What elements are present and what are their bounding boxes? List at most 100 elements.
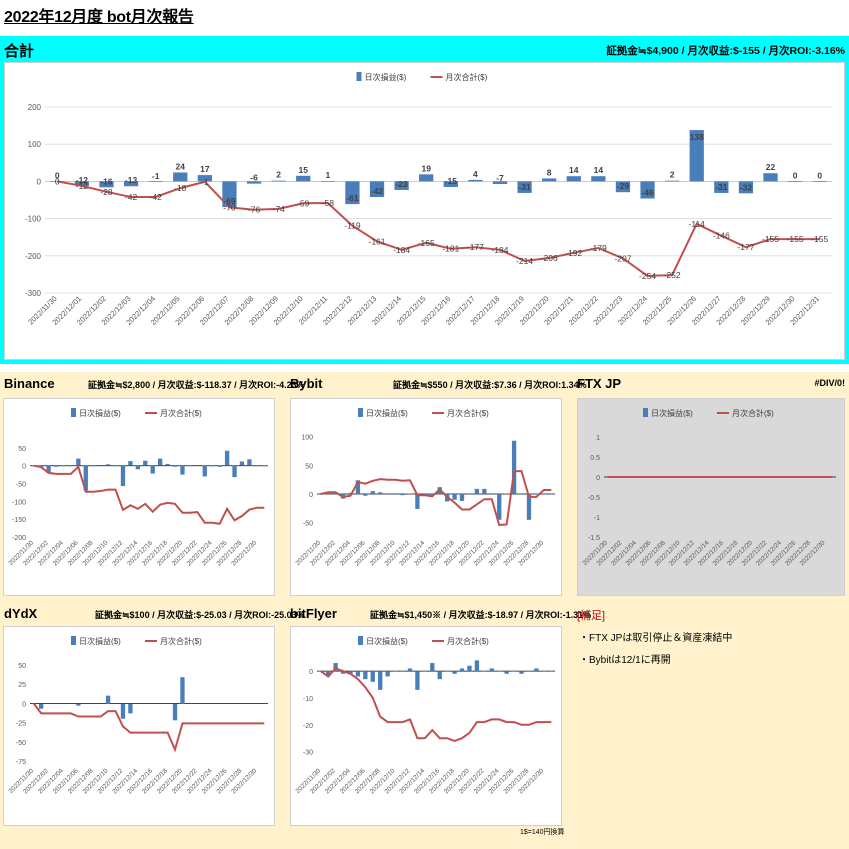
- daily-bar: [738, 181, 754, 194]
- daily-bar: [187, 703, 193, 704]
- daily-bar: [415, 494, 420, 509]
- cumulative-data-label: -155: [762, 234, 779, 244]
- daily-bar: [165, 703, 170, 704]
- daily-data-label: 2: [670, 170, 675, 180]
- daily-bar: [165, 463, 170, 466]
- daily-data-label: -15: [445, 176, 458, 186]
- bybit-label: Bybit: [290, 376, 323, 391]
- daily-bar: [400, 671, 405, 672]
- daily-bar: [172, 703, 178, 721]
- bitflyer-chart: 日次損益($) 月次合計($)-30-20-1002022/11/302022/1…: [295, 636, 555, 795]
- bottom-area: Binance 証拠金≒$2,800 / 月次収益:$-118.37 / 月次R…: [0, 372, 849, 849]
- daily-bar: [68, 703, 74, 704]
- daily-bar: [318, 494, 323, 495]
- daily-bar: [105, 695, 111, 704]
- daily-bar: [180, 465, 185, 475]
- daily-bar: [534, 668, 539, 672]
- y-tick-label: 50: [18, 446, 26, 453]
- daily-bar: [61, 465, 66, 467]
- daily-bar: [542, 178, 557, 182]
- legend-cumulative-label: 月次合計($): [447, 408, 489, 418]
- legend-daily-label: 日次損益($): [651, 408, 693, 418]
- y-tick-label: -1.5: [588, 535, 600, 542]
- daily-bar: [38, 703, 44, 709]
- daily-bar: [489, 668, 494, 672]
- legend-daily-label: 日次損益($): [79, 408, 121, 418]
- daily-bar: [128, 703, 133, 714]
- cumulative-data-label: -119: [344, 221, 361, 231]
- daily-data-label: 17: [200, 164, 210, 174]
- y-tick-label: -75: [16, 759, 26, 766]
- daily-bar: [348, 492, 353, 495]
- y-tick-label: 200: [28, 103, 42, 112]
- cumulative-data-label: -74: [272, 204, 285, 214]
- daily-bar: [210, 465, 215, 467]
- daily-bar: [224, 450, 230, 466]
- daily-bar: [195, 465, 200, 466]
- daily-bar: [157, 703, 163, 704]
- dydx-label: dYdX: [4, 606, 38, 621]
- daily-bar: [394, 181, 409, 190]
- daily-data-label: -12: [76, 175, 89, 185]
- daily-bar: [541, 671, 547, 672]
- daily-bar: [392, 671, 398, 672]
- legend-daily-label: 日次損益($): [365, 72, 407, 82]
- daily-bar: [474, 488, 480, 495]
- cumulative-data-label: -207: [614, 253, 631, 263]
- cumulative-data-label: -177: [467, 242, 484, 252]
- y-tick-label: -30: [303, 750, 313, 757]
- daily-bar: [787, 181, 803, 182]
- y-tick-label: 0.5: [590, 455, 600, 462]
- daily-bar: [105, 464, 111, 466]
- daily-bar: [345, 181, 360, 205]
- daily-bar: [53, 703, 59, 704]
- daily-bar: [148, 181, 163, 182]
- daily-bar: [210, 703, 215, 704]
- daily-bar: [83, 703, 88, 704]
- daily-bar: [392, 494, 398, 495]
- y-tick-label: -0.5: [588, 495, 600, 502]
- daily-bar: [202, 465, 207, 477]
- daily-data-label: 15: [299, 165, 309, 175]
- daily-bar: [128, 461, 133, 466]
- cumulative-data-label: -161: [369, 236, 386, 246]
- daily-bar: [497, 671, 502, 672]
- daily-data-label: -1: [152, 171, 160, 181]
- cumulative-line: [320, 667, 552, 742]
- cumulative-data-label: -42: [125, 192, 138, 202]
- total-panel: 合計 証拠金≒$4,900 / 月次収益:$-155 / 月次ROI:-3.16…: [0, 36, 849, 364]
- cumulative-data-label: -18: [174, 183, 187, 193]
- daily-bar: [385, 494, 390, 495]
- daily-bar: [534, 494, 539, 495]
- cumulative-data-label: -1: [201, 177, 209, 187]
- daily-bar: [355, 671, 361, 677]
- daily-bar: [76, 703, 81, 706]
- bybit-chart: 日次損益($) 月次合計($)-500501002022/11/302022/12…: [295, 408, 555, 567]
- daily-bar: [415, 671, 420, 690]
- y-tick-label: -100: [25, 215, 42, 224]
- total-chart-frame: 日次損益($) 月次合計($) -300 -200 -100 0 100 200 0 -12 -16…: [4, 62, 845, 360]
- daily-data-label: 24: [176, 161, 186, 171]
- daily-bar: [325, 671, 331, 677]
- legend-daily-swatch: [358, 408, 363, 417]
- bybit-summary: 証拠金≒$550 / 月次収益:$7.36 / 月次ROI:1.34%: [393, 380, 587, 390]
- y-tick-label: -50: [303, 521, 313, 528]
- daily-data-label: 4: [473, 169, 478, 179]
- daily-data-label: -46: [641, 188, 654, 198]
- daily-bar: [91, 703, 96, 704]
- cumulative-data-label: -155: [811, 234, 828, 244]
- daily-bar: [135, 465, 141, 470]
- daily-bar: [430, 494, 435, 496]
- daily-bar: [123, 181, 139, 187]
- daily-bar: [197, 175, 212, 182]
- y-tick-label: 0: [22, 464, 26, 471]
- daily-bar: [714, 181, 729, 193]
- daily-bar: [363, 494, 368, 496]
- footnote: 1$=140円換算: [520, 829, 565, 836]
- daily-bar: [419, 174, 434, 182]
- daily-bar: [489, 494, 494, 495]
- daily-bar: [74, 181, 90, 186]
- daily-bar: [195, 703, 200, 704]
- daily-bar: [541, 494, 547, 495]
- bitflyer-summary: 証拠金≒$1,450※ / 月次収益:$-18.97 / 月次ROI:-1.31…: [370, 610, 592, 620]
